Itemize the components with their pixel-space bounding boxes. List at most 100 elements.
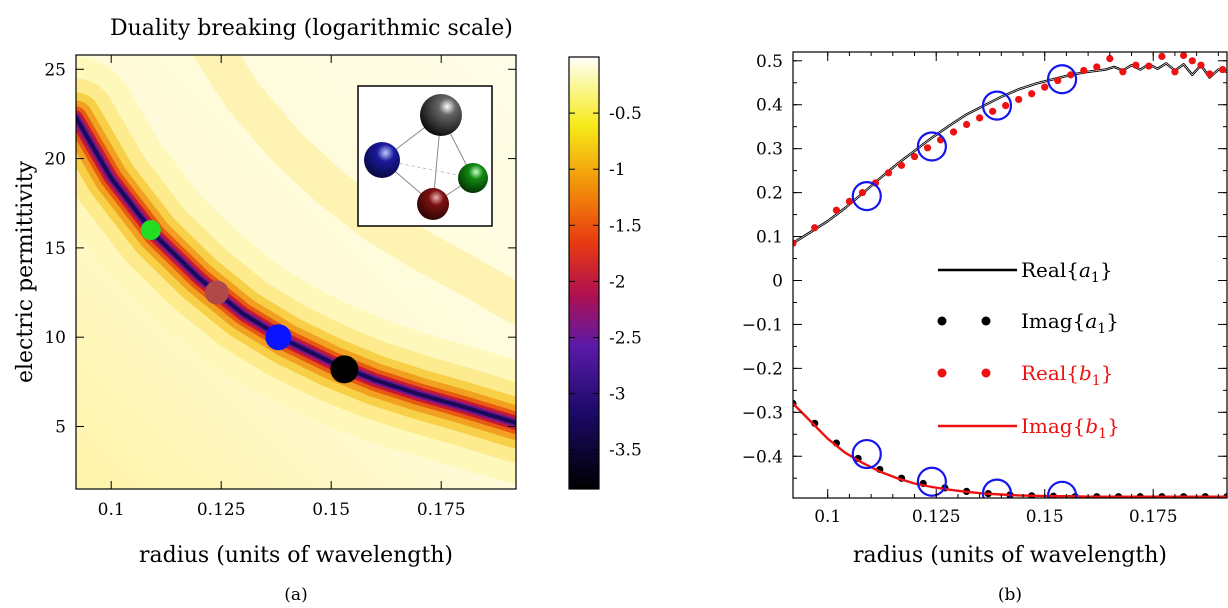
circle-marker — [916, 466, 947, 497]
y-tick-label: 5 — [55, 417, 66, 437]
legend-swatch-dot — [937, 368, 947, 378]
series-point — [1219, 65, 1227, 74]
heatmap-y-axis-label: electric permittivity — [13, 160, 38, 383]
series-point — [963, 120, 971, 129]
heatmap-band — [192, 55, 516, 324]
series-point — [832, 206, 841, 214]
legend-close: } — [1100, 258, 1113, 282]
line-y-ticks: 0.5 0.4 0.3 0.2 0.1 0 −0.1 −0.2 −0.3 −0.4 — [742, 52, 1227, 479]
series-point — [949, 128, 958, 136]
legend-text: Imag{ — [1021, 309, 1085, 333]
legend-label: Real{b1} — [1021, 361, 1113, 389]
heatmap-frame — [75, 54, 517, 490]
x-tick-label: 0.15 — [1026, 507, 1064, 527]
series-point — [811, 224, 819, 232]
legend-text: Imag{ — [1021, 414, 1085, 438]
heatmap-marker — [265, 324, 292, 351]
chart-title: Duality breaking (logarithmic scale) — [110, 16, 513, 41]
series-point — [1206, 70, 1214, 78]
legend-swatch-dot — [937, 316, 947, 326]
colorbar-tick-label: -2.5 — [609, 329, 642, 349]
colorbar — [568, 56, 600, 490]
panel-a-heatmap: Duality breaking (logarithmic scale) 0.1… — [13, 16, 642, 605]
circle-marker — [851, 438, 882, 470]
circle-marker — [851, 181, 882, 212]
series-point — [884, 169, 893, 177]
heatmap-marker — [204, 280, 229, 305]
series-point — [1132, 61, 1140, 69]
series-point — [845, 197, 854, 205]
series-point — [1171, 68, 1179, 76]
heatmap-x-axis-label: radius (units of wavelength) — [139, 543, 453, 568]
y-tick-label: −0.3 — [742, 403, 783, 423]
series-point — [1188, 57, 1196, 65]
series-point — [1145, 62, 1153, 70]
y-tick-label: 0 — [772, 271, 783, 291]
y-tick-label: −0.1 — [742, 315, 783, 335]
legend-close: } — [1101, 361, 1114, 385]
inset-sphere-diagram — [357, 85, 493, 227]
line-series — [793, 52, 1227, 498]
y-tick-label: 0.3 — [756, 140, 783, 160]
legend-swatch-dot — [981, 368, 991, 378]
legend-var: a — [1085, 309, 1097, 333]
legend-sub: 1 — [1097, 321, 1106, 337]
heatmap-marker — [330, 355, 359, 384]
series-point — [1158, 52, 1166, 60]
heatmap-x-ticks: 0.1 0.125 0.15 0.175 — [98, 55, 466, 520]
legend-var: a — [1079, 258, 1091, 282]
panel-b-line-chart: 0.1 0.125 0.15 0.175 0.5 0.4 0.3 0.2 0.1 0 −0.1 −0… — [742, 51, 1228, 605]
y-tick-label: 0.5 — [756, 52, 783, 72]
series-point — [910, 152, 919, 161]
legend-text: Real{ — [1021, 258, 1079, 282]
legend-var: b — [1085, 414, 1098, 438]
series-point — [793, 239, 797, 247]
blue-sphere-icon — [364, 142, 400, 178]
x-tick-label: 0.1 — [98, 500, 125, 520]
circle-marker — [981, 90, 1013, 121]
x-tick-label: 0.1 — [814, 507, 841, 527]
series-point — [1080, 66, 1088, 75]
series-point — [1067, 71, 1075, 79]
plot-frame — [792, 51, 1228, 499]
colorbar-tick-label: -1.5 — [609, 216, 642, 236]
plot-area — [793, 52, 1227, 498]
colorbar-ticks: -0.5 -1 -1.5 -2 -2.5 -3 -3.5 — [569, 104, 642, 461]
line-x-axis-label: radius (units of wavelength) — [853, 543, 1167, 568]
series-point — [976, 114, 984, 122]
series-point — [1028, 90, 1036, 98]
legend-sub: 1 — [1091, 270, 1100, 286]
y-tick-label: 10 — [44, 328, 66, 348]
colorbar-tick-label: -2 — [609, 272, 626, 292]
x-tick-label: 0.15 — [312, 500, 350, 520]
red-sphere-icon — [417, 188, 449, 220]
series-point — [989, 107, 997, 115]
green-sphere-icon — [458, 163, 488, 193]
series-point — [1015, 95, 1023, 104]
y-tick-label: 25 — [44, 60, 66, 80]
series-point — [923, 144, 932, 152]
series-point — [1041, 83, 1049, 91]
y-tick-label: 0.2 — [756, 184, 783, 204]
series-point — [1119, 68, 1127, 76]
y-tick-label: −0.2 — [742, 359, 783, 379]
x-tick-label: 0.125 — [912, 507, 961, 527]
y-tick-label: 15 — [44, 239, 66, 259]
series-point — [1054, 76, 1062, 85]
legend-close: } — [1107, 414, 1120, 438]
colorbar-tick-label: -0.5 — [609, 104, 642, 124]
line-x-ticks: 0.1 0.125 0.15 0.175 — [814, 52, 1219, 527]
legend-text: Real{ — [1021, 361, 1079, 385]
series-point — [858, 189, 867, 197]
legend-swatch-dot — [981, 316, 991, 326]
y-tick-label: 0.1 — [756, 228, 783, 248]
series-point — [1180, 52, 1188, 60]
panel-a-caption: (a) — [284, 585, 307, 605]
series-point — [1106, 54, 1114, 63]
circle-marker — [916, 131, 947, 162]
colorbar-tick-label: -3.5 — [609, 441, 642, 461]
circle-markers — [851, 64, 1078, 498]
heatmap-y-ticks: 5 10 15 20 25 — [44, 60, 516, 437]
panel-b-caption: (b) — [998, 585, 1022, 605]
series-point — [1197, 61, 1205, 69]
